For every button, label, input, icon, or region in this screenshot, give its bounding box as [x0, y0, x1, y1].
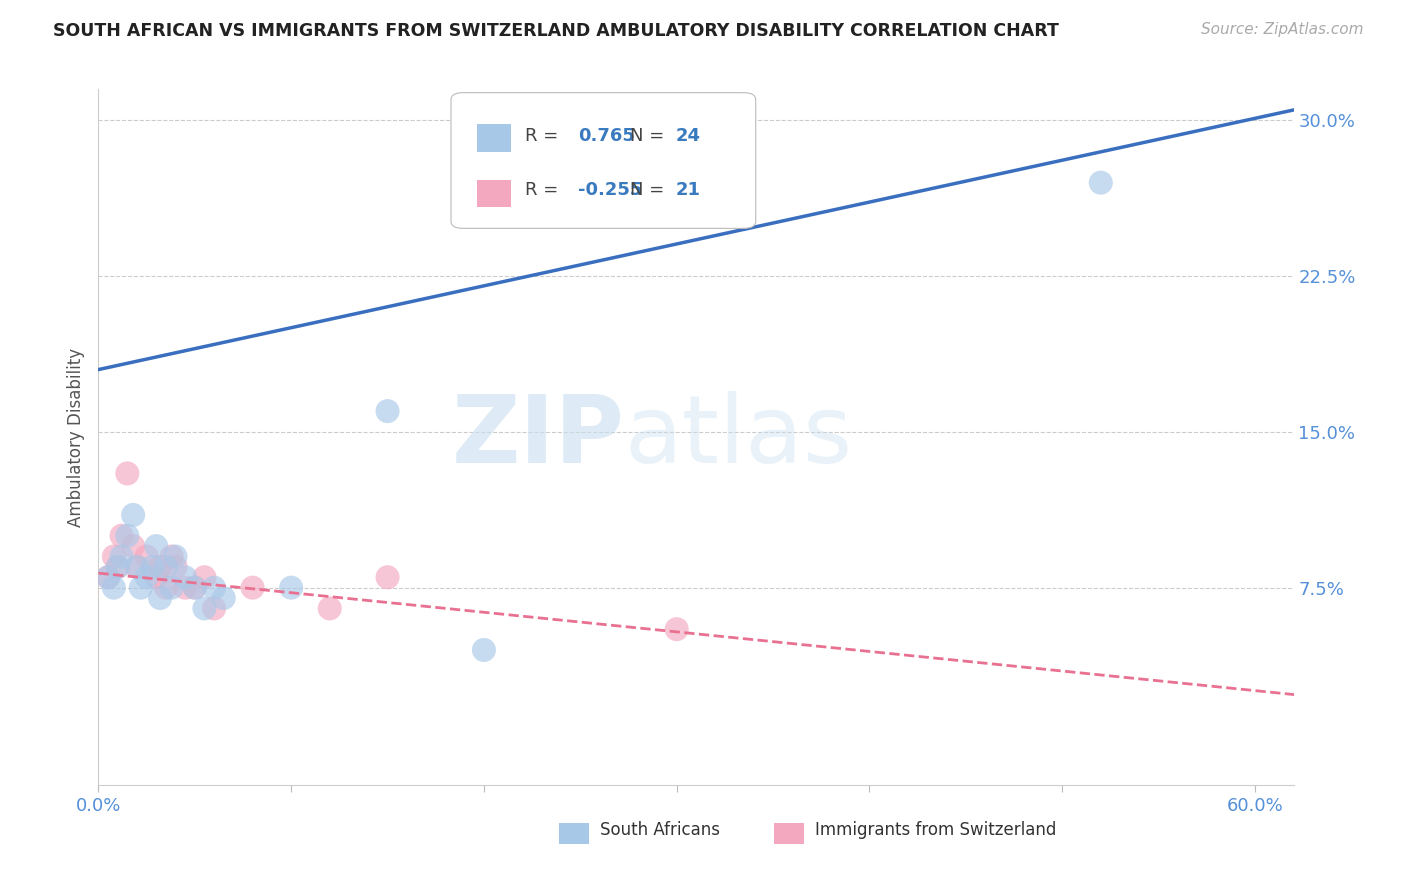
Point: [165, 549, 187, 564]
Point: [184, 581, 207, 595]
Point: [155, 581, 177, 595]
Text: 0.765: 0.765: [578, 127, 634, 145]
Point: [242, 581, 264, 595]
Y-axis label: Ambulatory Disability: Ambulatory Disability: [66, 348, 84, 526]
FancyBboxPatch shape: [477, 124, 510, 152]
Point: [165, 560, 187, 574]
Text: Immigrants from Switzerland: Immigrants from Switzerland: [815, 822, 1057, 839]
Text: SOUTH AFRICAN VS IMMIGRANTS FROM SWITZERLAND AMBULATORY DISABILITY CORRELATION C: SOUTH AFRICAN VS IMMIGRANTS FROM SWITZER…: [53, 22, 1059, 40]
Text: Source: ZipAtlas.com: Source: ZipAtlas.com: [1201, 22, 1364, 37]
Text: -0.255: -0.255: [578, 181, 643, 199]
Point: [174, 581, 197, 595]
Point: [97, 570, 120, 584]
Text: 24: 24: [676, 127, 700, 145]
Point: [665, 622, 688, 636]
Point: [122, 539, 145, 553]
Point: [202, 581, 225, 595]
FancyBboxPatch shape: [558, 823, 589, 844]
Text: R =: R =: [524, 181, 564, 199]
Point: [97, 570, 120, 584]
Point: [110, 529, 132, 543]
Point: [125, 560, 148, 574]
Point: [149, 591, 172, 605]
Point: [202, 601, 225, 615]
Point: [103, 549, 125, 564]
Text: R =: R =: [524, 127, 564, 145]
Point: [107, 560, 129, 574]
Text: ZIP: ZIP: [451, 391, 624, 483]
Point: [122, 508, 145, 522]
Point: [1090, 176, 1112, 190]
Point: [125, 560, 148, 574]
Point: [141, 560, 163, 574]
Text: N =: N =: [630, 181, 671, 199]
FancyBboxPatch shape: [477, 179, 510, 208]
Text: South Africans: South Africans: [600, 822, 720, 839]
Point: [377, 570, 399, 584]
Point: [145, 570, 167, 584]
Point: [117, 529, 139, 543]
Point: [472, 643, 495, 657]
Point: [160, 549, 183, 564]
Point: [377, 404, 399, 418]
Point: [135, 570, 157, 584]
FancyBboxPatch shape: [773, 823, 804, 844]
Point: [145, 539, 167, 553]
Point: [174, 570, 197, 584]
Point: [135, 549, 157, 564]
Point: [149, 560, 172, 574]
Point: [107, 560, 129, 574]
Point: [160, 581, 183, 595]
Point: [103, 581, 125, 595]
Point: [212, 591, 235, 605]
FancyBboxPatch shape: [451, 93, 756, 228]
Text: N =: N =: [630, 127, 671, 145]
Point: [110, 549, 132, 564]
Point: [319, 601, 342, 615]
Text: atlas: atlas: [624, 391, 852, 483]
Point: [280, 581, 302, 595]
Point: [193, 570, 215, 584]
Point: [155, 560, 177, 574]
Point: [129, 581, 152, 595]
Text: 21: 21: [676, 181, 700, 199]
Point: [184, 581, 207, 595]
Point: [117, 467, 139, 481]
Point: [193, 601, 215, 615]
